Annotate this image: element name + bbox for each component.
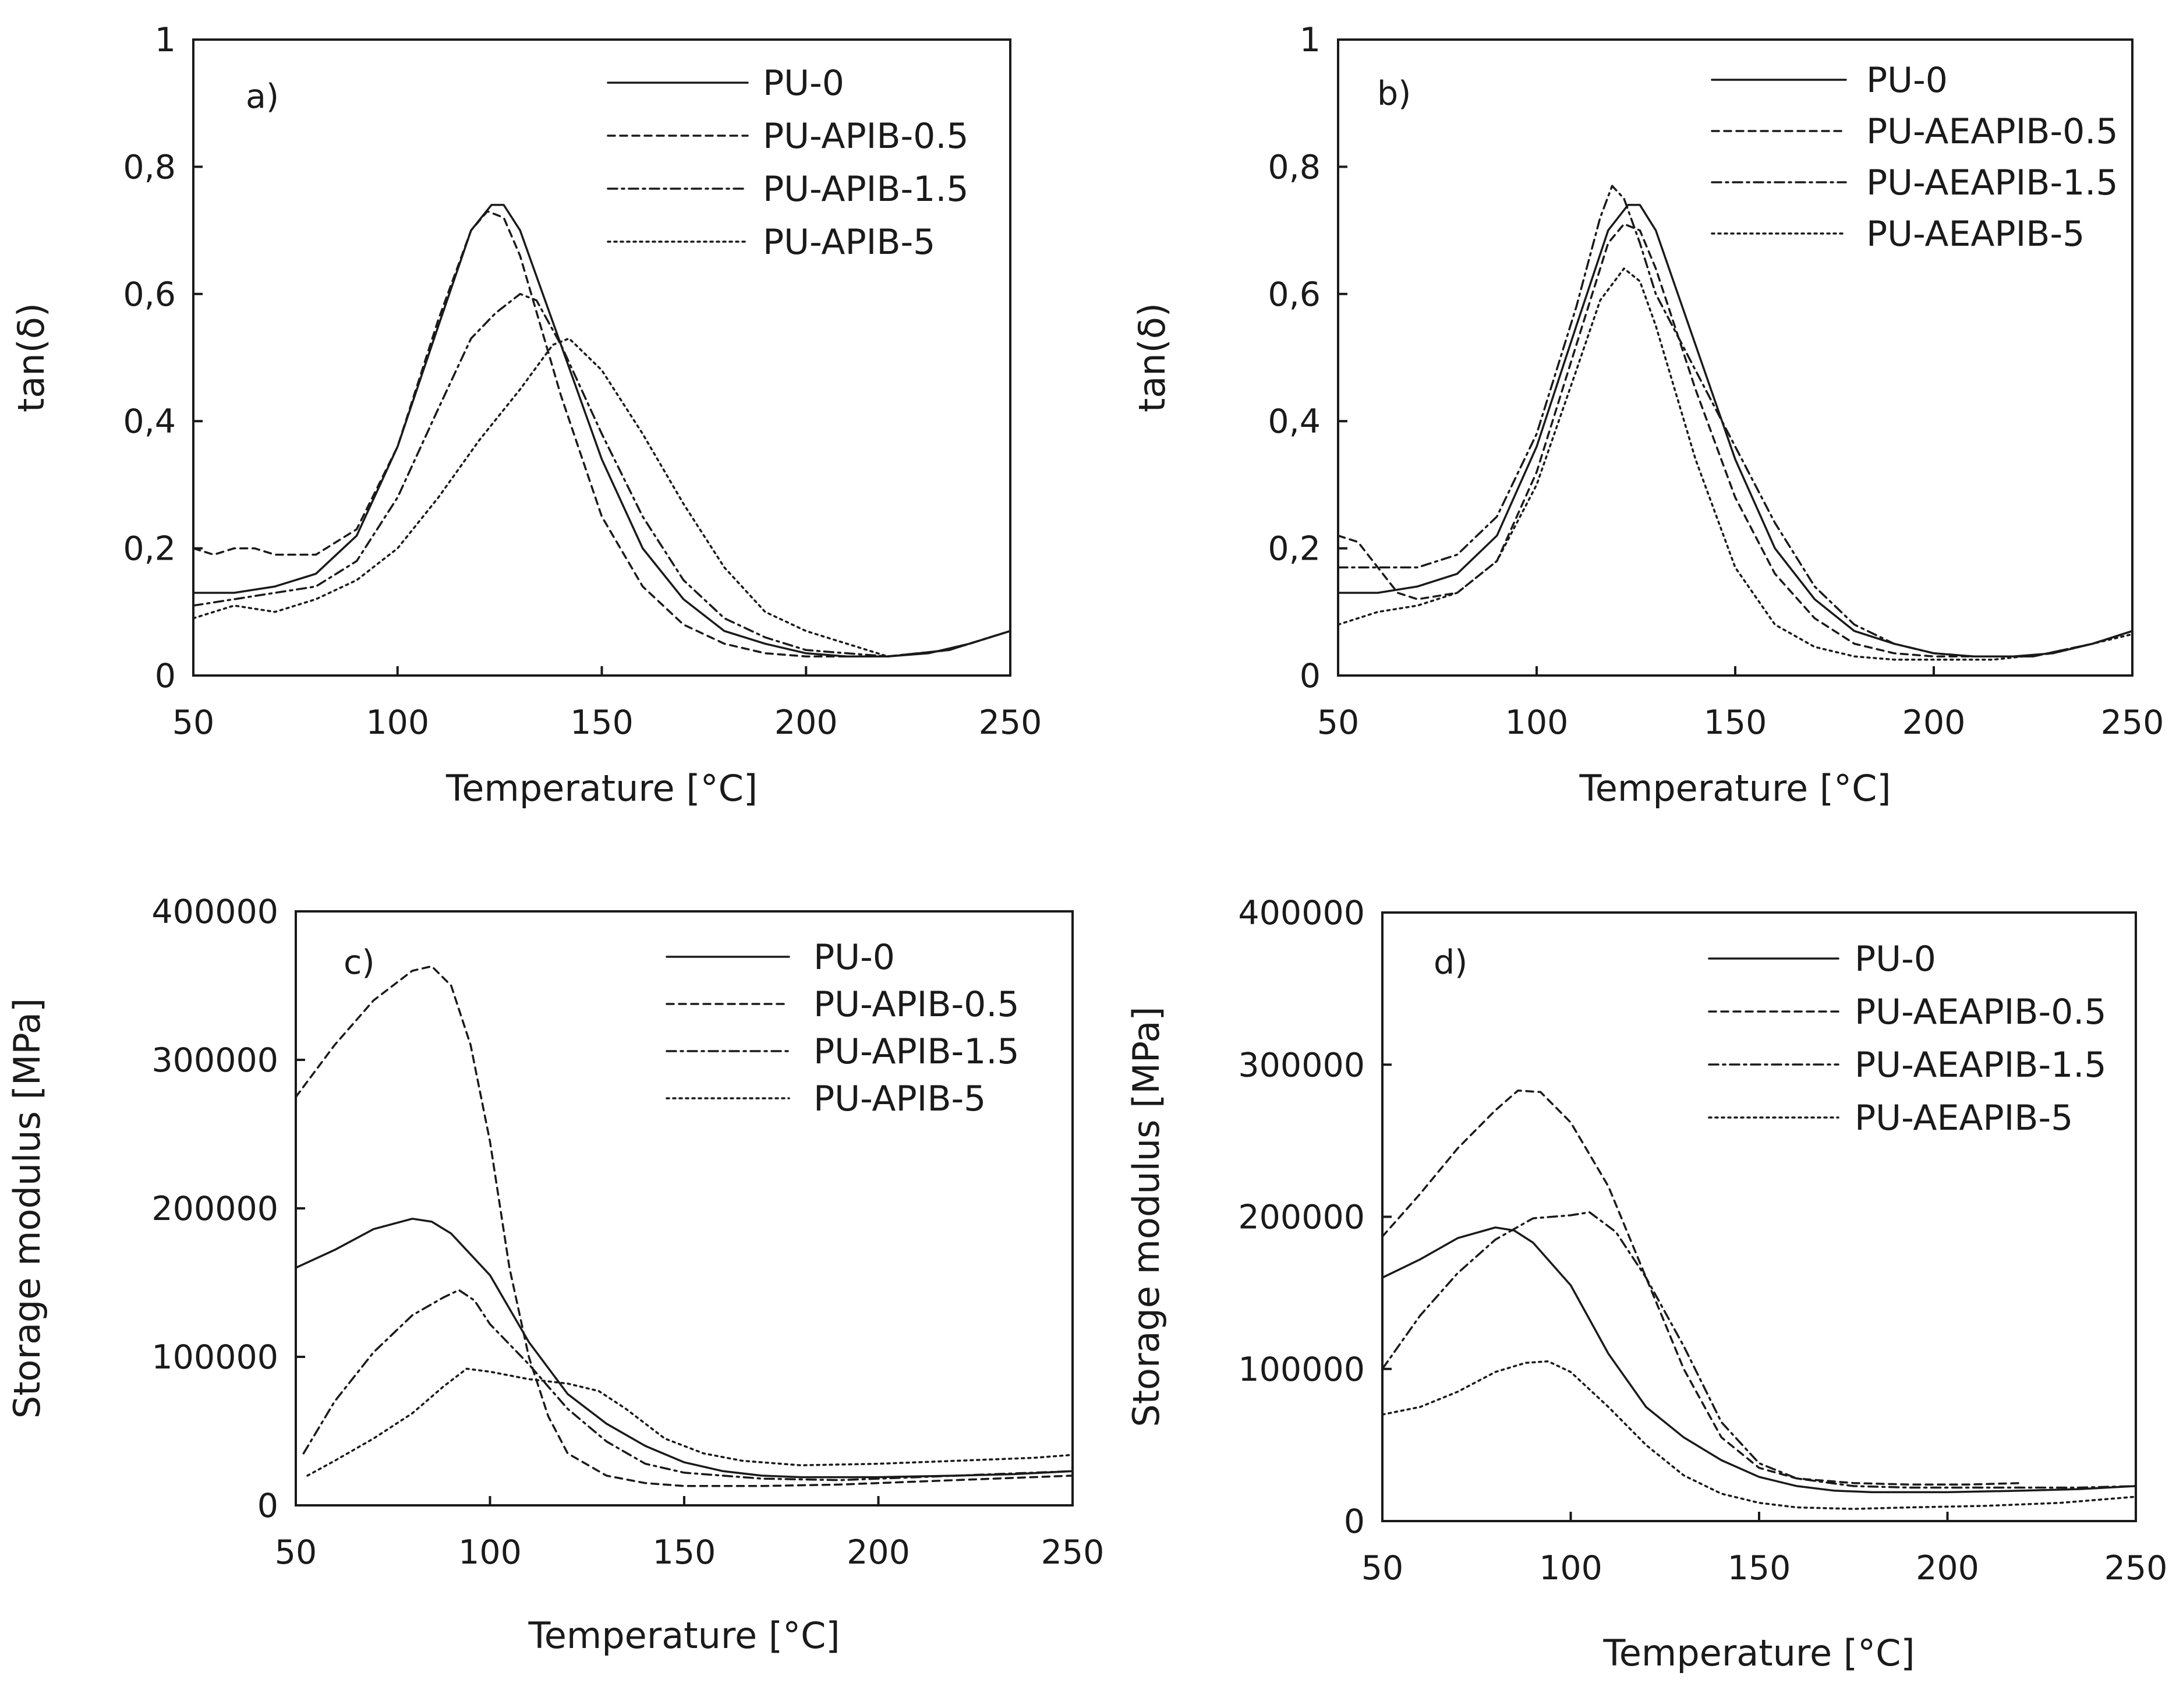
chart-a-x-tick-label: 100 [366,703,429,742]
chart-c-x-tick-label: 150 [653,1533,716,1572]
chart-b-y-tick-label: 0 [1300,657,1321,695]
chart-d-y-tick-label: 100000 [1238,1350,1365,1389]
chart-c-x-axis-label: Temperature [°C] [528,1614,840,1657]
chart-d-y-tick-label: 400000 [1238,894,1365,932]
chart-b-y-tick-label: 0,4 [1268,402,1321,441]
chart-c-x-tick-label: 250 [1041,1533,1105,1572]
chart-c-series-line-pu-apib-0.5 [295,965,1074,1487]
chart-c-x-tick-label: 100 [458,1533,522,1572]
chart-c-series-line-pu-0 [295,1218,1074,1479]
chart-c-y-tick-label: 300000 [151,1041,278,1080]
chart-a-legend-label: PU-APIB-0.5 [763,116,969,157]
chart-b-series-line-pu-aeapib-0.5 [1337,222,2134,657]
chart-b-legend-label: PU-0 [1866,60,1948,101]
chart-b-panel-label: b) [1377,75,1411,113]
chart-a-y-tick-label: 0,8 [123,148,176,186]
chart-a-x-axis-label: Temperature [°C] [445,767,758,809]
chart-c-series-line-pu-apib-1.5 [302,1289,1074,1481]
chart-b-legend-label: PU-AEAPIB-1.5 [1866,162,2118,203]
chart-b-legend-label: PU-AEAPIB-5 [1866,214,2085,254]
chart-d-legend-label: PU-AEAPIB-0.5 [1855,992,2107,1032]
chart-c-panel-label: c) [344,943,375,982]
chart-c-y-tick-label: 0 [257,1487,278,1525]
chart-a-y-tick-label: 0,4 [123,402,176,441]
chart-d-series-line-pu-0 [1381,1226,2137,1494]
chart-d-legend-label: PU-AEAPIB-5 [1855,1098,2073,1138]
chart-d-x-tick-label: 250 [2104,1549,2168,1587]
chart-a-y-tick-label: 0 [155,657,176,695]
chart-b-y-tick-label: 0,6 [1268,275,1321,314]
chart-c-legend-label: PU-APIB-5 [813,1078,986,1119]
chart-b-y-axis-label: tan(δ) [1131,303,1173,412]
chart-b-x-tick-label: 250 [2101,703,2164,742]
chart-b-y-tick-label: 1 [1300,21,1321,59]
chart-a-x-tick-label: 150 [570,703,634,742]
chart-d-series-line-pu-aeapib-0.5 [1381,1089,2024,1486]
chart-d-y-tick-label: 0 [1344,1502,1365,1541]
chart-b-series-line-pu-0 [1337,204,2134,657]
chart-a-series-line-pu-apib-0.5 [192,210,1011,657]
chart-c-y-tick-label: 200000 [151,1190,278,1228]
chart-b-x-tick-label: 200 [1902,703,1966,742]
chart-c-y-axis-label: Storage modulus [MPa] [6,998,48,1419]
chart-d-x-tick-label: 150 [1728,1549,1791,1587]
chart-c-legend-label: PU-APIB-0.5 [813,984,1020,1025]
chart-d-panel-label: d) [1434,943,1467,982]
chart-c-x-tick-label: 50 [275,1533,317,1572]
chart-b-series-line-pu-aeapib-1.5 [1337,185,2134,657]
chart-d-series-line-pu-aeapib-1.5 [1381,1211,2137,1489]
chart-c-y-tick-label: 100000 [151,1338,278,1377]
chart-a-legend-label: PU-APIB-5 [763,222,935,263]
chart-a-y-tick-label: 0,2 [123,530,176,568]
chart-a-series-line-pu-apib-5 [192,337,1011,657]
chart-b-x-tick-label: 100 [1505,703,1569,742]
chart-d-y-tick-label: 300000 [1238,1046,1365,1084]
chart-c-series-line-pu-apib-5 [306,1367,1074,1477]
chart-a-legend-label: PU-0 [763,63,844,104]
chart-d-x-tick-label: 100 [1539,1549,1602,1587]
chart-b-x-tick-label: 50 [1317,703,1360,742]
chart-d-y-tick-label: 200000 [1238,1198,1365,1237]
chart-c-x-tick-label: 200 [847,1533,910,1572]
chart-d-legend-label: PU-AEAPIB-1.5 [1855,1045,2107,1085]
chart-a-x-tick-label: 250 [979,703,1042,742]
chart-d-legend-label: PU-0 [1855,939,1936,979]
chart-b-y-tick-label: 0,2 [1268,530,1321,568]
chart-a-series-line-pu-apib-1.5 [192,293,1011,657]
chart-d-series-line-pu-aeapib-5 [1381,1360,2137,1510]
chart-c-legend-label: PU-0 [813,937,895,978]
chart-a-y-axis-label: tan(δ) [10,303,52,412]
chart-b-x-axis-label: Temperature [°C] [1579,767,1891,809]
chart-d-x-tick-label: 50 [1361,1549,1404,1587]
chart-a-panel-label: a) [246,77,279,116]
chart-b-legend-label: PU-AEAPIB-0.5 [1866,111,2118,152]
chart-c-y-tick-label: 400000 [151,893,278,931]
chart-a-x-tick-label: 50 [172,703,215,742]
chart-b-x-tick-label: 150 [1704,703,1767,742]
chart-d-x-axis-label: Temperature [°C] [1602,1632,1915,1674]
chart-d-x-tick-label: 200 [1916,1549,1979,1587]
chart-a-x-tick-label: 200 [774,703,838,742]
chart-b-y-tick-label: 0,8 [1268,148,1321,186]
chart-a-series-line-pu-0 [192,204,1011,657]
chart-a-y-tick-label: 1 [155,21,176,59]
chart-a-y-tick-label: 0,6 [123,275,176,314]
chart-d-y-axis-label: Storage modulus [MPa] [1125,1006,1167,1427]
chart-a-legend-label: PU-APIB-1.5 [763,169,969,210]
chart-b-series-line-pu-aeapib-5 [1337,267,2134,661]
chart-c-legend-label: PU-APIB-1.5 [813,1031,1020,1072]
